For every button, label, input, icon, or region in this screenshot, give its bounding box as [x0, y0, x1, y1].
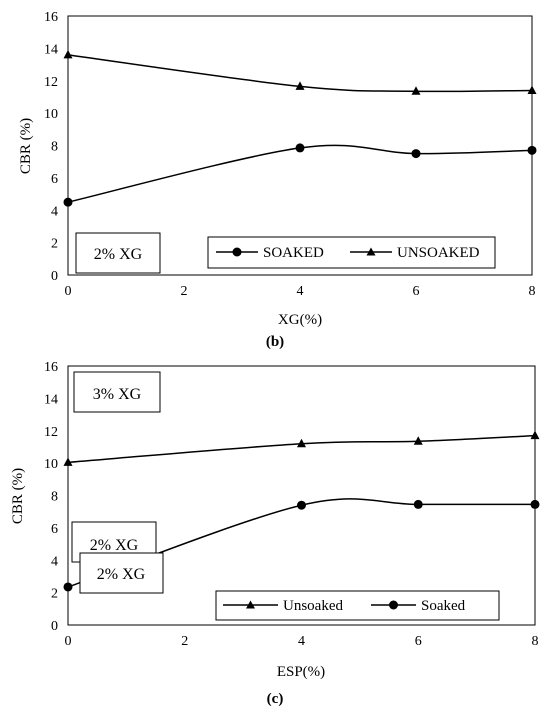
y-tick-label: 8: [51, 140, 58, 155]
chart-c: 0 2 4 6 8 10 12 14 16 0 2 4 6 8 CBR (%) ESP(%) 3% XG…: [10, 360, 540, 707]
x-tick-label: 0: [65, 284, 72, 299]
y-tick-label: 8: [51, 490, 58, 505]
annotation-text: 3% XG: [93, 386, 142, 403]
data-point-soaked: [411, 149, 421, 159]
annotation-box-2xg-front: 2% XG: [79, 552, 164, 594]
legend-label-soaked: SOAKED: [263, 245, 324, 261]
y-tick-label: 10: [44, 107, 58, 122]
y-tick-label: 4: [51, 554, 58, 569]
x-tick-label: 8: [529, 284, 536, 299]
legend-label-unsoaked: Unsoaked: [283, 598, 343, 614]
y-tick-label: 2: [51, 587, 58, 602]
x-tick-label: 4: [298, 634, 305, 649]
y-tick-label: 16: [44, 10, 58, 25]
data-point-unsoaked: [411, 86, 421, 95]
y-tick-labels: 0 2 4 6 8 10 12 14 16: [44, 10, 58, 284]
x-tick-label: 2: [181, 634, 188, 649]
y-tick-labels: 0 2 4 6 8 10 12 14 16: [44, 360, 58, 634]
legend: SOAKED UNSOAKED: [207, 236, 496, 269]
legend-marker-unsoaked: [366, 247, 376, 256]
caption: (b): [266, 334, 284, 350]
data-point-unsoaked: [530, 430, 540, 440]
y-tick-label: 10: [44, 457, 58, 472]
annotation-text: 2% XG: [90, 537, 139, 554]
y-tick-label: 14: [44, 42, 58, 57]
y-axis-title: CBR (%): [10, 468, 26, 524]
y-tick-label: 14: [44, 392, 58, 407]
legend-marker-unsoaked: [246, 600, 255, 609]
y-tick-label: 0: [51, 269, 58, 284]
series-line-soaked: [67, 144, 533, 203]
plot-area: [67, 15, 533, 276]
series-group: [63, 430, 540, 592]
data-point-soaked: [527, 145, 537, 155]
x-tick-label: 2: [181, 284, 188, 299]
data-point-unsoaked: [63, 49, 73, 59]
data-point-soaked: [295, 143, 305, 153]
series-line-unsoaked: [67, 434, 536, 464]
y-axis-title: CBR (%): [18, 118, 34, 174]
data-point-soaked: [413, 499, 423, 509]
x-tick-label: 0: [65, 634, 72, 649]
data-point-soaked: [63, 197, 73, 207]
x-tick-label: 6: [413, 284, 420, 299]
x-tick-label: 6: [415, 634, 422, 649]
data-point-soaked: [63, 582, 73, 592]
annotation-text: 2% XG: [94, 246, 143, 263]
legend: Unsoaked Soaked: [215, 590, 500, 621]
data-point-unsoaked: [413, 436, 423, 445]
data-point-unsoaked: [527, 85, 537, 94]
x-axis-title: ESP(%): [277, 664, 325, 680]
caption: (c): [267, 691, 284, 707]
data-point-soaked: [530, 499, 540, 509]
x-tick-labels: 0 2 4 6 8: [65, 284, 536, 299]
x-tick-label: 4: [297, 284, 304, 299]
y-tick-label: 16: [44, 360, 58, 375]
data-point-unsoaked: [63, 457, 73, 466]
legend-label-soaked: Soaked: [421, 598, 466, 614]
legend-label-unsoaked: UNSOAKED: [397, 245, 480, 261]
data-point-unsoaked: [297, 438, 306, 448]
x-tick-label: 8: [532, 634, 539, 649]
annotation-text: 2% XG: [97, 566, 146, 583]
legend-marker-soaked: [389, 600, 398, 610]
data-point-unsoaked: [295, 81, 305, 90]
y-tick-label: 6: [51, 172, 58, 187]
y-tick-label: 2: [51, 237, 58, 252]
x-axis-title: XG(%): [278, 312, 322, 328]
data-point-soaked: [297, 500, 306, 510]
series-group: [63, 49, 537, 207]
y-tick-label: 12: [44, 425, 58, 440]
y-tick-label: 0: [51, 619, 58, 634]
legend-marker-soaked: [232, 247, 242, 257]
x-tick-labels: 0 2 4 6 8: [65, 634, 539, 649]
plot-area: [67, 365, 536, 626]
y-tick-label: 12: [44, 75, 58, 90]
y-tick-label: 6: [51, 522, 58, 537]
series-line-unsoaked: [67, 54, 533, 93]
annotation-box-3xg: 3% XG: [73, 371, 161, 413]
annotation-box: 2% XG: [75, 232, 161, 274]
y-tick-label: 4: [51, 204, 58, 219]
